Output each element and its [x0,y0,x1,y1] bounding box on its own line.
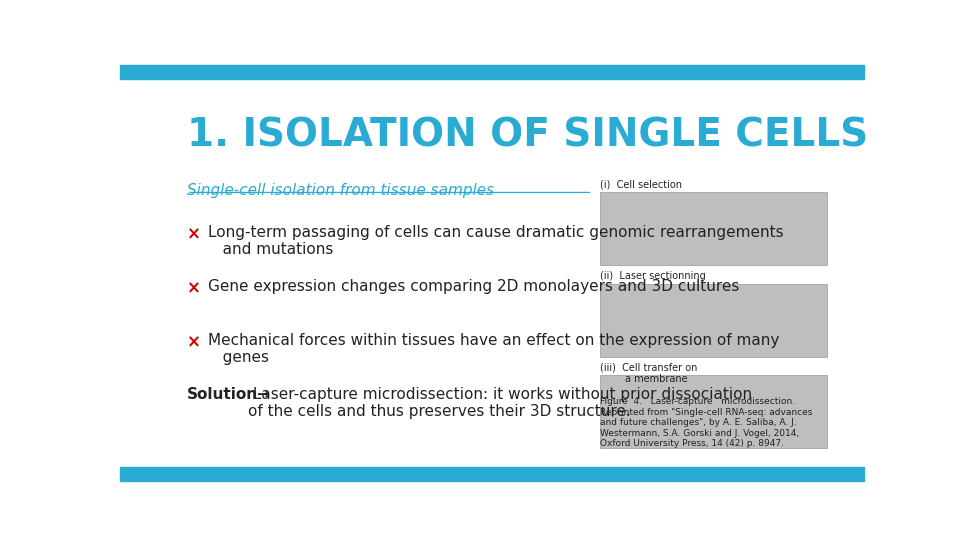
Bar [600,375,827,448]
Text: 1. ISOLATION OF SINGLE CELLS: 1. ISOLATION OF SINGLE CELLS [187,117,868,155]
Text: Long-term passaging of cells can cause dramatic genomic rearrangements
   and mu: Long-term passaging of cells can cause d… [207,225,783,257]
Bar [120,65,864,79]
Text: ×: × [187,279,201,297]
Text: Figure  4.   Laser-capture   microdissection.
Reprinted from "Single-cell RNA-se: Figure 4. Laser-capture microdissection.… [600,397,812,448]
Text: Mechanical forces within tissues have an effect on the expression of many
   gen: Mechanical forces within tissues have an… [207,333,780,366]
Bar [120,467,864,481]
Text: (i)  Cell selection: (i) Cell selection [600,179,682,189]
Text: ×: × [187,333,201,351]
Text: (ii)  Laser sectionning: (ii) Laser sectionning [600,271,706,281]
Text: (iii)  Cell transfer on
        a membrane: (iii) Cell transfer on a membrane [600,362,697,384]
Bar [600,284,827,357]
Text: Single-cell isolation from tissue samples: Single-cell isolation from tissue sample… [187,183,494,198]
Text: Laser-capture microdissection: it works without prior dissociation
of the cells : Laser-capture microdissection: it works … [248,387,752,420]
Text: Gene expression changes comparing 2D monolayers and 3D cultures: Gene expression changes comparing 2D mon… [207,279,739,294]
Text: Solution→: Solution→ [187,387,271,402]
Text: ×: × [187,225,201,243]
Bar [600,192,827,265]
